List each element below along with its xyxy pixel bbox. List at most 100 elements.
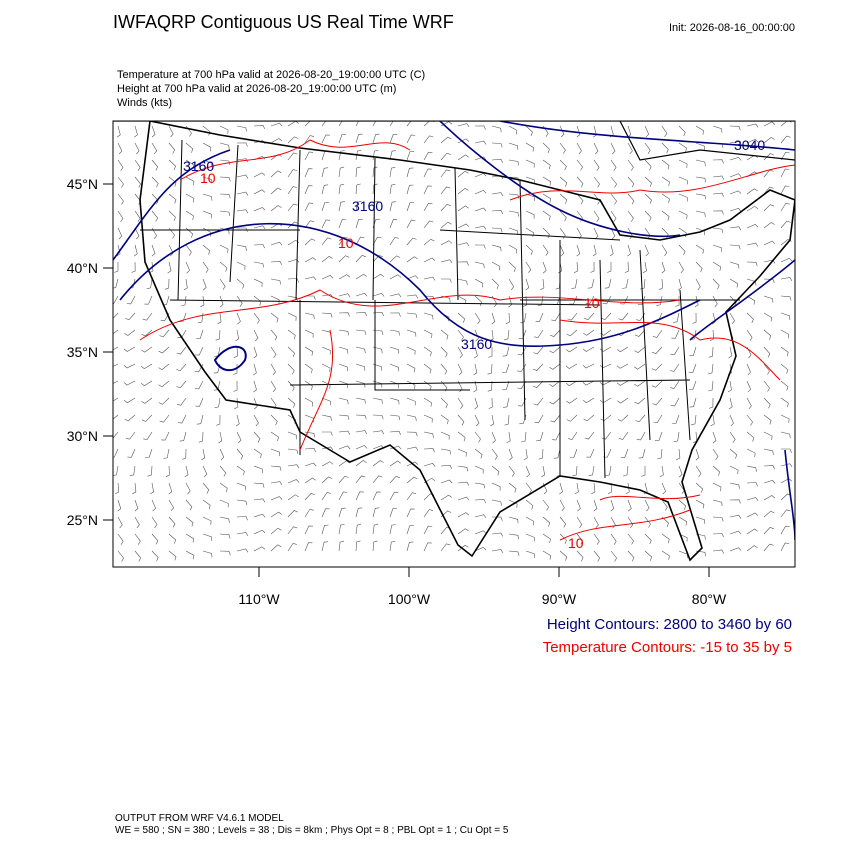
wind-barb	[423, 329, 433, 339]
wind-barb	[270, 260, 282, 266]
wind-barb	[728, 397, 733, 410]
wind-barb	[678, 261, 684, 274]
wind-barb	[780, 431, 791, 439]
wind-barb	[474, 125, 486, 130]
wind-barb	[270, 170, 282, 178]
wind-barb	[576, 210, 583, 222]
wind-barb	[355, 475, 366, 484]
wind-barb	[644, 125, 650, 138]
lat-label: 45°N	[67, 176, 98, 192]
wind-barb	[440, 221, 452, 229]
wind-barb	[372, 121, 377, 127]
wind-barb	[355, 460, 367, 467]
wind-barb	[780, 414, 790, 423]
wind-barb	[113, 414, 119, 420]
wind-barb	[124, 397, 136, 404]
wind-barb	[617, 346, 629, 353]
wind-barb	[185, 499, 193, 511]
wind-barb	[321, 346, 331, 355]
wind-barb	[780, 185, 790, 195]
wind-barb	[622, 278, 629, 289]
wind-barb	[134, 176, 142, 188]
wind-barb	[168, 125, 174, 138]
wind-barb	[559, 210, 567, 222]
wind-barb	[372, 523, 379, 535]
wind-barb	[506, 431, 511, 444]
wind-barb	[746, 261, 758, 267]
wind-barb	[584, 312, 595, 321]
wind-barb	[591, 482, 596, 495]
wind-barb	[780, 220, 791, 229]
wind-barb	[763, 380, 770, 392]
wind-barb	[746, 512, 759, 518]
wind-barb	[185, 142, 194, 153]
wind-barb	[216, 414, 221, 426]
wind-barb	[525, 465, 530, 478]
wind-barb	[780, 203, 790, 212]
wind-barb	[746, 138, 759, 144]
wind-barb	[537, 295, 544, 307]
wind-barb	[673, 431, 680, 443]
wind-barb	[440, 169, 451, 178]
wind-barb	[689, 397, 697, 408]
wind-barb	[576, 176, 584, 188]
wind-barb	[763, 397, 771, 409]
wind-barb	[729, 190, 742, 195]
wind-barb	[164, 278, 170, 290]
wind-barb	[389, 274, 402, 280]
wind-barb	[457, 205, 469, 212]
wind-barb	[287, 186, 298, 195]
wind-barb	[457, 363, 463, 376]
wind-barb	[670, 346, 680, 356]
wind-barb	[535, 312, 544, 322]
wind-barb	[179, 431, 187, 442]
contour-label: 10	[200, 170, 216, 186]
wind-barb	[151, 516, 158, 528]
wind-barb	[389, 166, 396, 178]
wind-barb	[158, 363, 170, 370]
wind-barb	[270, 329, 278, 341]
wind-barb	[491, 516, 503, 521]
wind-barb	[355, 292, 368, 297]
wind-barb	[181, 448, 187, 460]
wind-barb	[355, 183, 361, 195]
wind-barb	[559, 193, 568, 204]
wind-barb	[627, 516, 634, 529]
wind-barb	[145, 448, 153, 458]
wind-barb	[729, 156, 742, 161]
wind-barb	[661, 499, 668, 511]
wind-barb	[661, 550, 670, 560]
wind-barb	[287, 136, 299, 144]
contour-label: 10	[584, 295, 600, 311]
wind-barb	[304, 414, 314, 423]
wind-barb	[176, 363, 187, 372]
wind-barb	[644, 244, 649, 257]
wind-barb	[780, 509, 791, 518]
wind-barb	[525, 244, 533, 256]
wind-barb	[423, 525, 433, 535]
wind-barb	[558, 261, 563, 274]
wind-barb	[763, 204, 775, 212]
wind-barb	[542, 261, 547, 274]
wind-barb	[604, 278, 612, 289]
wind-barb	[712, 295, 718, 308]
wind-barb	[712, 465, 721, 476]
wind-barb	[763, 363, 770, 375]
wind-barb	[618, 312, 629, 321]
wind-barb	[372, 540, 378, 552]
wind-barb	[610, 142, 616, 155]
wind-barb	[729, 278, 739, 288]
wind-barb	[151, 176, 159, 188]
wind-barb	[661, 210, 670, 221]
wind-barb	[712, 261, 721, 271]
wind-barb	[389, 312, 401, 317]
wind-barb	[236, 261, 246, 270]
wind-barb	[423, 542, 432, 552]
wind-barb	[321, 237, 332, 246]
wind-barb	[123, 363, 136, 369]
wind-barb	[149, 261, 154, 274]
wind-barb	[253, 448, 262, 459]
wind-barb	[236, 125, 247, 132]
